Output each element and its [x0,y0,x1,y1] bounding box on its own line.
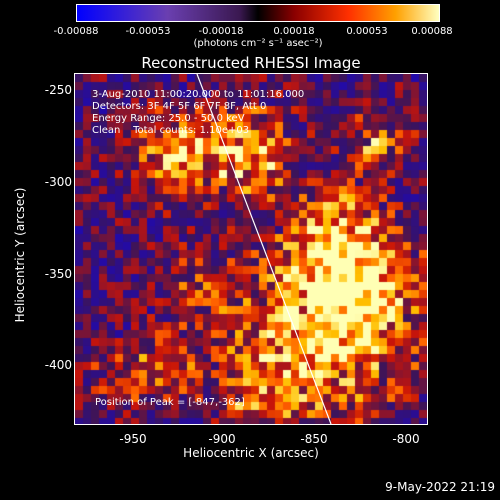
peak-position-label: Position of Peak = [-847,-362] [95,397,245,408]
energy-range-info: Energy Range: 25.0 - 50.0 keV [92,113,245,124]
observation-time: 3-Aug-2010 11:00:20.000 to 11:01:16.000 [92,89,305,100]
x-tick: -850 [300,432,328,446]
y-tick: -250 [44,83,72,97]
y-tick: -300 [44,175,72,189]
clean-counts-info: Clean Total counts: 1.10e+03 [92,125,250,136]
colorbar-tick: 0.00018 [273,26,315,37]
heatmap-image [75,74,427,424]
x-tick: -800 [392,432,420,446]
plot-title: Reconstructed RHESSI Image [141,54,361,72]
y-axis-label: Heliocentric Y (arcsec) [13,187,27,323]
colorbar-tick: -0.00018 [198,26,244,37]
colorbar-tick: -0.00088 [53,26,99,37]
colorbar [76,4,440,22]
colorbar-unit: (photons cm⁻² s⁻¹ asec⁻²) [193,38,323,49]
colorbar-tick: 0.00088 [411,26,453,37]
x-tick: -900 [208,432,236,446]
colorbar-tick: 0.00053 [346,26,388,37]
y-tick: -350 [44,267,72,281]
x-tick: -950 [119,432,147,446]
detectors-info: Detectors: 3F 4F 5F 6F 7F 8F, Att 0 [92,101,267,112]
y-tick: -400 [44,358,72,372]
colorbar-tick: -0.00053 [125,26,171,37]
footer-timestamp: 9-May-2022 21:19 [385,480,495,494]
solar-limb-line [196,74,332,424]
plot-frame [74,73,428,425]
x-axis-label: Heliocentric X (arcsec) [183,446,319,460]
